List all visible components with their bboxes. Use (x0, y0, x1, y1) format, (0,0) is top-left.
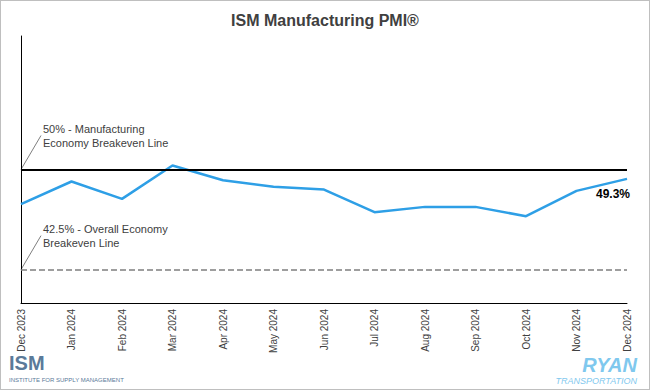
svg-text:Nov 2024: Nov 2024 (571, 309, 582, 352)
svg-text:Dec 2024: Dec 2024 (622, 309, 633, 352)
svg-text:Oct 2024: Oct 2024 (521, 309, 532, 350)
svg-text:42.5% - Overall Economy: 42.5% - Overall Economy (43, 223, 168, 235)
svg-text:Dec 2023: Dec 2023 (16, 309, 27, 352)
svg-text:Feb 2024: Feb 2024 (117, 309, 128, 352)
svg-text:Jun 2024: Jun 2024 (319, 309, 330, 351)
svg-text:Mar 2024: Mar 2024 (167, 309, 178, 352)
svg-text:Aug 2024: Aug 2024 (420, 309, 431, 352)
svg-text:May 2024: May 2024 (268, 309, 279, 353)
svg-text:TRANSPORTATION: TRANSPORTATION (555, 376, 637, 386)
svg-text:ISM Manufacturing PMI®: ISM Manufacturing PMI® (231, 12, 419, 29)
svg-text:RYAN: RYAN (582, 354, 637, 376)
svg-text:49.3%: 49.3% (596, 187, 630, 201)
svg-text:50% - Manufacturing: 50% - Manufacturing (43, 123, 145, 135)
svg-text:ISM: ISM (9, 352, 45, 374)
svg-text:Apr 2024: Apr 2024 (218, 309, 229, 350)
svg-text:Jul 2024: Jul 2024 (369, 309, 380, 347)
svg-text:Breakeven Line: Breakeven Line (43, 237, 119, 249)
svg-text:Economy Breakeven Line: Economy Breakeven Line (43, 137, 168, 149)
svg-text:Sep 2024: Sep 2024 (470, 309, 481, 352)
svg-text:INSTITUTE FOR SUPPLY MANAGEMEN: INSTITUTE FOR SUPPLY MANAGEMENT (9, 377, 124, 383)
svg-text:Jan 2024: Jan 2024 (66, 309, 77, 351)
